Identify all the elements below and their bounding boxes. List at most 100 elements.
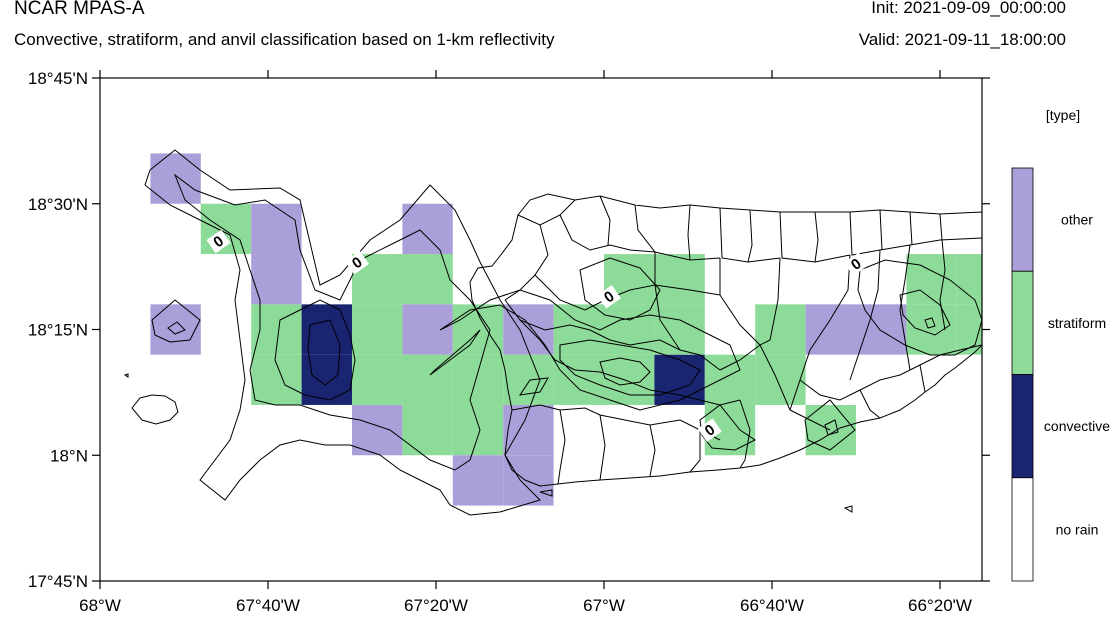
legend-label: stratiform: [1048, 315, 1106, 331]
legend: [type] other stratiform convective no rain: [1011, 107, 1110, 582]
grid-cell-stratiform: [604, 354, 655, 405]
lon-tick-label: 66°20'W: [908, 596, 972, 615]
grid-cell-stratiform: [654, 254, 705, 305]
contour-line: [804, 399, 856, 451]
contour-line: [429, 329, 481, 376]
municipal-boundary: [849, 211, 982, 256]
municipal-boundary: [739, 399, 751, 469]
lon-tick-label: 68°W: [79, 596, 121, 615]
lat-tick-label: 18°15'N: [28, 321, 88, 340]
municipal-boundary: [939, 213, 943, 241]
municipal-boundary: [879, 209, 883, 251]
municipal-boundary: [859, 389, 881, 419]
lon-tick-label: 67°W: [583, 596, 625, 615]
municipal-boundary: [517, 199, 576, 226]
contour-line: [274, 299, 356, 401]
grid-cell-other: [856, 304, 907, 355]
grid-cell-stratiform: [402, 354, 453, 405]
municipal-boundary: [789, 254, 851, 411]
axis-ticks: 68°W 67°40'W 67°20'W 67°W 66°40'W 66°20'W 18°4…: [28, 69, 990, 615]
grid-cell-other: [402, 203, 453, 255]
contour-line: [824, 419, 839, 436]
contour-label-bg: [597, 285, 622, 309]
reflectivity-contours: [144, 149, 982, 516]
municipal-boundary: [909, 211, 913, 246]
municipal-boundary: [779, 211, 851, 263]
grid-cell-stratiform: [452, 404, 504, 456]
contour-line: [579, 257, 661, 321]
contour-label-bg: [697, 418, 722, 442]
municipal-boundary: [511, 404, 721, 441]
municipal-boundary: [599, 414, 606, 481]
contour-line: [151, 299, 201, 343]
contour-label-bg: [206, 229, 231, 254]
municipal-boundary: [899, 244, 911, 371]
contour-label-bg: [844, 252, 868, 276]
cay: [843, 505, 853, 513]
municipal-boundary: [789, 409, 831, 431]
municipal-boundary: [599, 195, 611, 246]
legend-swatch: [1011, 477, 1034, 582]
municipal-boundary: [719, 258, 761, 346]
municipal-boundary: [557, 409, 566, 485]
municipal-boundary: [939, 239, 946, 331]
municipal-boundary: [814, 211, 819, 263]
lat-tick-label: 18°45'N: [28, 69, 88, 88]
legend-label: convective: [1044, 418, 1110, 434]
grid-cell-other: [352, 404, 403, 456]
municipal-boundary: [799, 344, 982, 401]
grid-cell-stratiform: [352, 354, 403, 405]
contour-line: [924, 317, 936, 329]
municipal-boundary: [747, 209, 753, 263]
contour-line: [857, 259, 982, 356]
grid-cell-other: [503, 455, 554, 506]
grid-cell-stratiform: [553, 304, 604, 355]
municipal-boundary: [689, 430, 701, 473]
cay: [123, 373, 129, 378]
legend-label: other: [1061, 212, 1093, 228]
municipal-boundary: [719, 207, 781, 263]
grid-cell-other: [503, 404, 554, 456]
municipal-boundary: [518, 377, 549, 396]
cay: [539, 489, 553, 497]
grid-cell-other: [150, 153, 201, 204]
contour-line: [307, 319, 341, 386]
lat-tick-label: 18°N: [50, 446, 88, 465]
municipal-boundary: [504, 224, 549, 301]
lat-tick-label: 17°45'N: [28, 572, 88, 591]
municipal-boundary: [849, 249, 881, 381]
lon-tick-label: 67°20'W: [404, 596, 468, 615]
grid-cell-stratiform: [654, 304, 705, 355]
municipal-boundary: [504, 299, 741, 406]
municipal-boundary: [759, 344, 791, 411]
contour-line: [559, 339, 701, 396]
grid-cell-other: [251, 203, 302, 255]
municipal-boundary: [687, 204, 691, 261]
grid-cell-stratiform: [906, 304, 957, 355]
grid-cell-other: [402, 304, 453, 355]
lon-tick-label: 66°40'W: [740, 596, 804, 615]
coastline-and-boundaries: [123, 193, 982, 513]
grid-cell-other: [150, 304, 201, 355]
contour-line: [439, 289, 741, 411]
plot-subtitle: Convective, stratiform, and anvil classi…: [14, 30, 555, 49]
lon-tick-label: 67°40'W: [236, 596, 300, 615]
contour-line: [699, 404, 756, 451]
grid-cell-stratiform: [755, 354, 806, 405]
grid-cell-other: [452, 455, 504, 506]
grid-cell-stratiform: [402, 254, 453, 305]
grid-cell-stratiform: [452, 354, 504, 405]
model-title: NCAR MPAS-A: [14, 0, 145, 19]
lat-tick-label: 18°30'N: [28, 195, 88, 214]
legend-swatch: [1011, 167, 1034, 272]
legend-swatch: [1011, 374, 1034, 479]
island-coastline: [469, 193, 982, 487]
municipal-boundary: [649, 424, 656, 477]
municipal-boundary: [559, 214, 656, 253]
grid-cell-convective: [654, 354, 705, 405]
legend-swatch: [1011, 270, 1034, 375]
contour-line: [167, 321, 186, 335]
municipal-boundary: [654, 252, 681, 351]
